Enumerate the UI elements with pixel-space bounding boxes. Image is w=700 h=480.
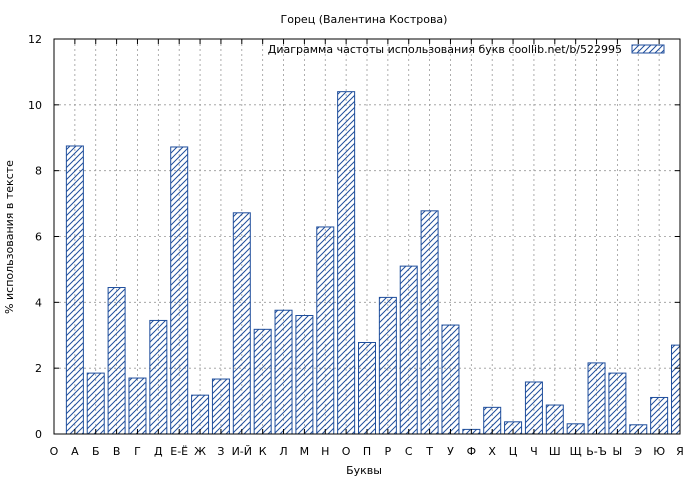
bar	[232, 212, 251, 435]
x-axis-label: Буквы	[346, 464, 382, 477]
x-tick-label: Г	[134, 445, 141, 458]
bar	[608, 372, 627, 435]
x-tick-label: К	[259, 445, 267, 458]
bar	[316, 226, 335, 435]
x-tick-label: З	[217, 445, 224, 458]
x-tick-label: Ц	[509, 445, 518, 458]
bar	[650, 396, 669, 435]
bar	[253, 328, 272, 435]
chart-title: Горец (Валентина Кострова)	[281, 13, 448, 26]
x-tick-label: Я	[676, 445, 684, 458]
x-tick-label: Т	[425, 445, 433, 458]
bar	[587, 362, 606, 435]
x-tick-label: Э	[634, 445, 642, 458]
bar	[170, 146, 189, 435]
bar	[295, 315, 314, 435]
bar	[420, 210, 439, 435]
x-tick-label: У	[447, 445, 454, 458]
y-tick-label: 8	[35, 165, 42, 178]
x-tick-label: Ф	[467, 445, 476, 458]
bar	[211, 378, 230, 435]
x-tick-label: Щ	[570, 445, 582, 458]
bar	[274, 309, 293, 435]
x-tick-label: Ы	[613, 445, 623, 458]
x-tick-label: Б	[92, 445, 100, 458]
bar	[671, 344, 681, 435]
x-tick-label: М	[300, 445, 310, 458]
bar	[107, 287, 126, 435]
y-tick-label: 10	[28, 99, 42, 112]
bar	[337, 91, 356, 435]
bar	[86, 372, 105, 435]
y-tick-label: 12	[28, 33, 42, 46]
legend-label: Диаграмма частоты использования букв coo…	[268, 43, 622, 56]
bar	[358, 341, 376, 435]
y-tick-label: 2	[35, 362, 42, 375]
legend: Диаграмма частоты использования букв coo…	[268, 43, 665, 56]
y-tick-label: 6	[35, 231, 42, 244]
x-tick-label: Л	[279, 445, 287, 458]
legend-swatch	[631, 44, 665, 54]
x-tick-label: Р	[385, 445, 392, 458]
bar	[149, 319, 168, 435]
x-tick-label: Ю	[653, 445, 665, 458]
bar	[191, 394, 210, 435]
x-tick-label: О	[50, 445, 59, 458]
y-tick-label: 4	[35, 296, 42, 309]
bar	[65, 145, 84, 435]
grid	[54, 39, 680, 434]
x-tick-label: П	[363, 445, 371, 458]
bars	[65, 91, 681, 435]
x-tick-label: С	[405, 445, 413, 458]
y-tick-label: 0	[35, 428, 42, 441]
bar	[378, 296, 397, 435]
x-tick-label: Ь-Ъ	[586, 445, 607, 458]
x-tick-label: Д	[154, 445, 163, 458]
x-tick-label: Ж	[194, 445, 206, 458]
x-tick-label: Е-Ё	[170, 445, 188, 458]
x-tick-label: О	[342, 445, 351, 458]
x-tick-label: Ч	[530, 445, 538, 458]
x-tick-label: Н	[321, 445, 329, 458]
bar	[441, 324, 460, 435]
x-tick-label: А	[71, 445, 79, 458]
x-tick-label: И-Й	[232, 445, 252, 458]
x-tick-label: В	[113, 445, 121, 458]
bar	[524, 381, 543, 435]
x-tick-label: Ш	[549, 445, 561, 458]
y-axis-label: % использования в тексте	[3, 160, 16, 314]
x-tick-label: Х	[488, 445, 496, 458]
bar	[128, 377, 147, 435]
bar	[399, 265, 418, 435]
